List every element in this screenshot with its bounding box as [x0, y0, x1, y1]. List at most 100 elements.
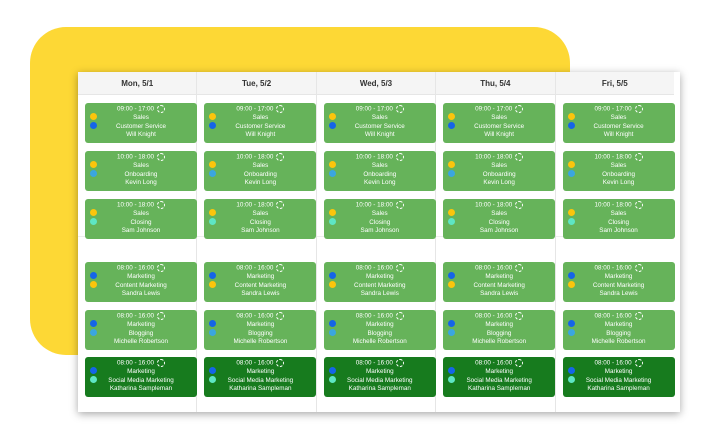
department-color-dot	[328, 367, 336, 374]
repeat-icon[interactable]	[276, 105, 285, 113]
day-header[interactable]: Wed, 5/3	[316, 72, 436, 95]
day-column: Wed, 5/3 09:00 - 17:00 Sales Customer Se…	[316, 72, 437, 412]
repeat-icon[interactable]	[157, 264, 166, 272]
department-color-dot	[448, 113, 456, 120]
shift-role: Social Media Marketing	[585, 376, 652, 384]
shift-role: Closing	[608, 218, 630, 226]
shift-card[interactable]: 08:00 - 16:00 Marketing Blogging Michell…	[562, 310, 675, 350]
repeat-icon[interactable]	[276, 312, 285, 320]
shift-department: Sales	[252, 162, 269, 170]
shift-time: 08:00 - 16:00	[594, 359, 632, 367]
shift-department: Marketing	[604, 273, 633, 281]
repeat-icon[interactable]	[157, 201, 166, 209]
shift-card[interactable]: 09:00 - 17:00 Sales Customer Service Wil…	[204, 103, 317, 143]
shift-card[interactable]: 10:00 - 18:00 Sales Closing Sam Johnson	[323, 199, 436, 239]
shift-card[interactable]: 08:00 - 16:00 Marketing Social Media Mar…	[204, 357, 317, 397]
shift-card[interactable]: 08:00 - 16:00 Marketing Social Media Mar…	[562, 357, 675, 397]
shift-card[interactable]: 10:00 - 18:00 Sales Onboarding Kevin Lon…	[204, 151, 317, 191]
shift-card[interactable]: 09:00 - 17:00 Sales Customer Service Wil…	[443, 103, 556, 143]
repeat-icon[interactable]	[515, 201, 524, 209]
repeat-icon[interactable]	[157, 153, 166, 161]
repeat-icon[interactable]	[157, 312, 166, 320]
shift-card[interactable]: 09:00 - 17:00 Sales Customer Service Wil…	[85, 103, 197, 143]
shift-time: 10:00 - 18:00	[116, 201, 155, 209]
shift-time: 08:00 - 16:00	[236, 312, 274, 320]
day-column: Fri, 5/5 09:00 - 17:00 Sales Customer Se…	[555, 72, 675, 412]
repeat-icon[interactable]	[395, 153, 404, 161]
repeat-icon[interactable]	[395, 201, 404, 209]
shift-employee: Kevin Long	[244, 179, 277, 187]
shift-card[interactable]: 10:00 - 18:00 Sales Closing Sam Johnson	[562, 199, 675, 239]
shift-time: 10:00 - 18:00	[116, 153, 155, 161]
day-header[interactable]: Fri, 5/5	[555, 72, 674, 95]
day-header[interactable]: Tue, 5/2	[197, 72, 316, 95]
repeat-icon[interactable]	[395, 105, 404, 113]
repeat-icon[interactable]	[634, 312, 643, 320]
repeat-icon[interactable]	[395, 359, 404, 367]
shift-card[interactable]: 09:00 - 17:00 Sales Customer Service Wil…	[562, 103, 675, 143]
shift-card[interactable]: 08:00 - 16:00 Marketing Content Marketin…	[443, 262, 556, 302]
repeat-icon[interactable]	[515, 264, 524, 272]
department-color-dot	[328, 161, 336, 168]
shift-role: Content Marketing	[592, 281, 645, 289]
shift-employee: Sam Johnson	[121, 227, 161, 235]
role-color-dot	[90, 281, 97, 288]
repeat-icon[interactable]	[515, 153, 524, 161]
shift-card[interactable]: 10:00 - 18:00 Sales Closing Sam Johnson	[85, 199, 197, 239]
department-color-dot	[448, 367, 456, 374]
repeat-icon[interactable]	[634, 201, 643, 209]
shift-employee: Katharina Sampleman	[348, 385, 411, 393]
shift-card[interactable]: 08:00 - 16:00 Marketing Blogging Michell…	[323, 310, 436, 350]
shift-card[interactable]: 08:00 - 16:00 Marketing Social Media Mar…	[323, 357, 436, 397]
shift-time: 09:00 - 17:00	[236, 105, 274, 113]
repeat-icon[interactable]	[276, 153, 285, 161]
shift-time: 10:00 - 18:00	[475, 153, 513, 161]
shift-card[interactable]: 10:00 - 18:00 Sales Onboarding Kevin Lon…	[443, 151, 556, 191]
shift-card[interactable]: 08:00 - 16:00 Marketing Content Marketin…	[204, 262, 317, 302]
repeat-icon[interactable]	[634, 264, 643, 272]
repeat-icon[interactable]	[157, 105, 166, 113]
shift-card[interactable]: 08:00 - 16:00 Marketing Blogging Michell…	[204, 310, 317, 350]
shift-card[interactable]: 10:00 - 18:00 Sales Closing Sam Johnson	[443, 199, 556, 239]
day-header[interactable]: Thu, 5/4	[436, 72, 555, 95]
repeat-icon[interactable]	[634, 153, 643, 161]
repeat-icon[interactable]	[634, 105, 643, 113]
shift-department: Marketing	[604, 321, 633, 329]
role-color-dot	[90, 122, 97, 129]
shift-employee: Sam Johnson	[479, 227, 519, 235]
shift-department: Marketing	[127, 321, 155, 329]
department-color-dot	[90, 272, 97, 279]
shift-card[interactable]: 08:00 - 16:00 Marketing Content Marketin…	[562, 262, 675, 302]
shift-role: Content Marketing	[473, 281, 525, 289]
shift-employee: Michelle Robertson	[472, 338, 527, 346]
shift-card[interactable]: 08:00 - 16:00 Marketing Social Media Mar…	[443, 357, 556, 397]
repeat-icon[interactable]	[515, 105, 524, 113]
role-color-dot	[448, 329, 456, 336]
role-color-dot	[448, 122, 456, 129]
shift-card[interactable]: 10:00 - 18:00 Sales Onboarding Kevin Lon…	[562, 151, 675, 191]
shift-card[interactable]: 08:00 - 16:00 Marketing Social Media Mar…	[85, 357, 197, 397]
repeat-icon[interactable]	[395, 312, 404, 320]
shift-card[interactable]: 10:00 - 18:00 Sales Onboarding Kevin Lon…	[85, 151, 197, 191]
shift-department: Sales	[252, 210, 269, 218]
repeat-icon[interactable]	[395, 264, 404, 272]
repeat-icon[interactable]	[157, 359, 166, 367]
shift-card[interactable]: 10:00 - 18:00 Sales Closing Sam Johnson	[204, 199, 317, 239]
shift-card[interactable]: 08:00 - 16:00 Marketing Content Marketin…	[85, 262, 197, 302]
repeat-icon[interactable]	[276, 201, 285, 209]
shift-card[interactable]: 10:00 - 18:00 Sales Onboarding Kevin Lon…	[323, 151, 436, 191]
shift-card[interactable]: 09:00 - 17:00 Sales Customer Service Wil…	[323, 103, 436, 143]
repeat-icon[interactable]	[276, 359, 285, 367]
repeat-icon[interactable]	[634, 359, 643, 367]
repeat-icon[interactable]	[515, 359, 524, 367]
role-color-dot	[209, 376, 217, 383]
shift-role: Closing	[249, 218, 271, 226]
department-color-dot	[448, 161, 456, 168]
day-header[interactable]: Mon, 5/1	[78, 72, 197, 95]
role-color-dot	[328, 170, 336, 177]
repeat-icon[interactable]	[276, 264, 285, 272]
shift-card[interactable]: 08:00 - 16:00 Marketing Content Marketin…	[323, 262, 436, 302]
shift-card[interactable]: 08:00 - 16:00 Marketing Blogging Michell…	[443, 310, 556, 350]
shift-card[interactable]: 08:00 - 16:00 Marketing Blogging Michell…	[85, 310, 197, 350]
repeat-icon[interactable]	[515, 312, 524, 320]
